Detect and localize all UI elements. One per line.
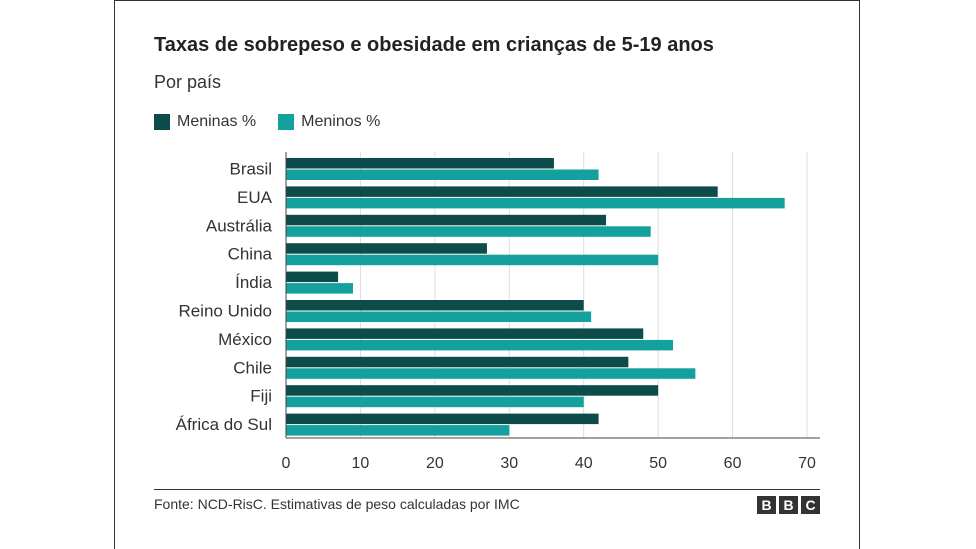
category-label: EUA: [237, 188, 273, 207]
chart-frame: [114, 0, 860, 549]
x-tick-label: 0: [282, 455, 291, 472]
bbc-logo: B B C: [757, 496, 820, 514]
category-label: Reino Unido: [178, 302, 272, 321]
bar-meninos: [286, 368, 696, 379]
legend: Meninas % Meninos %: [154, 113, 402, 131]
category-label: China: [228, 245, 273, 264]
category-label: Austrália: [206, 216, 273, 235]
x-tick-label: 70: [798, 455, 816, 472]
category-label: Índia: [235, 273, 272, 292]
chart-subtitle: Por país: [154, 72, 222, 92]
bar-meninos: [286, 169, 599, 180]
category-label: Brasil: [229, 160, 272, 179]
x-tick-label: 20: [426, 455, 444, 472]
bbc-logo-letter: B: [779, 496, 798, 514]
bar-meninas: [286, 186, 718, 197]
x-tick-label: 10: [352, 455, 370, 472]
legend-item-meninas: Meninas %: [154, 113, 256, 131]
bar-meninos: [286, 396, 584, 408]
legend-swatch-meninas: [154, 114, 170, 130]
x-tick-label: 60: [724, 455, 742, 472]
source-note: Fonte: NCD-RisC. Estimativas de peso cal…: [154, 496, 520, 512]
x-tick-label: 40: [575, 455, 593, 472]
category-label: África do Sul: [176, 415, 272, 434]
chart-title: Taxas de sobrepeso e obesidade em crianç…: [154, 34, 714, 56]
bar-meninos: [286, 254, 659, 266]
bar-meninos: [286, 425, 510, 436]
bar-meninas: [286, 328, 644, 339]
bar-meninas: [286, 300, 584, 311]
bar-meninas: [286, 356, 629, 368]
footer-rule: [154, 489, 820, 490]
bbc-logo-letter: B: [757, 496, 776, 514]
bar-meninas: [286, 243, 487, 254]
legend-label-meninas: Meninas %: [177, 113, 257, 130]
bbc-logo-letter: C: [801, 496, 820, 514]
legend-label-meninos: Meninos %: [301, 113, 381, 130]
x-tick-label: 30: [500, 455, 518, 472]
bar-meninos: [286, 339, 674, 351]
x-tick-label: 50: [649, 455, 667, 472]
category-label: Chile: [233, 358, 272, 377]
bar-meninas: [286, 413, 599, 425]
bar-meninos: [286, 197, 785, 209]
bar-meninos: [286, 226, 651, 237]
bar-meninos: [286, 311, 592, 322]
bar-meninas: [286, 385, 659, 396]
bar-meninas: [286, 158, 554, 169]
bar-meninos: [286, 283, 353, 294]
bar-meninas: [286, 214, 607, 226]
category-label: México: [218, 330, 272, 349]
category-label: Fiji: [250, 387, 272, 406]
bar-meninas: [286, 271, 339, 283]
legend-item-meninos: Meninos %: [278, 113, 380, 131]
legend-swatch-meninos: [278, 114, 295, 130]
